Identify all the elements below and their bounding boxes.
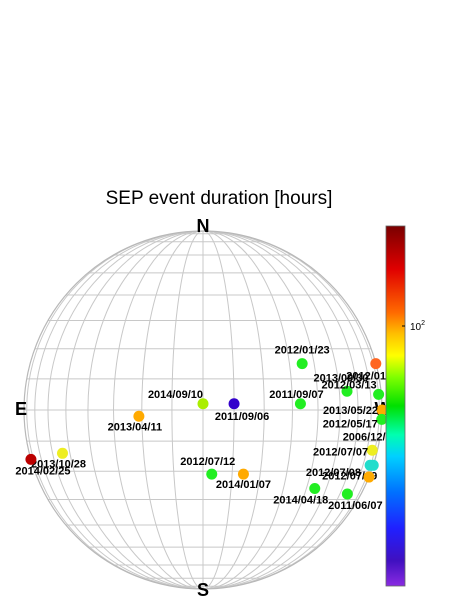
event-label: 2012/07/12 bbox=[180, 456, 235, 468]
event-marker bbox=[294, 398, 306, 410]
event-label: 2014/09/10 bbox=[148, 389, 203, 401]
event-marker bbox=[373, 388, 385, 400]
event-label: 2011/06/07 bbox=[328, 500, 382, 512]
event-marker bbox=[197, 398, 209, 410]
event-marker bbox=[341, 488, 353, 500]
event-label: 2014/02/25 bbox=[15, 465, 70, 477]
event-marker bbox=[370, 358, 382, 370]
event-marker bbox=[309, 482, 321, 494]
event-label: 2012/07/08 bbox=[306, 467, 361, 479]
event-marker bbox=[25, 453, 37, 465]
event-label: 2012/07/19 bbox=[322, 470, 377, 482]
event-marker bbox=[206, 468, 218, 480]
event-label: 2014/01/07 bbox=[216, 479, 271, 491]
east-label: E bbox=[15, 399, 27, 419]
colorbar-tick-exponent: 2 bbox=[421, 320, 425, 327]
event-marker bbox=[376, 404, 388, 416]
event-label: 2012/05/17 bbox=[323, 418, 378, 430]
event-marker bbox=[228, 398, 240, 410]
north-label: N bbox=[197, 216, 210, 236]
event-label: 2013/05/22 bbox=[323, 405, 378, 417]
colorbar-tick-label: 102 bbox=[410, 320, 425, 333]
event-marker bbox=[366, 444, 378, 456]
event-marker bbox=[364, 459, 376, 471]
event-label: 2013/10/28 bbox=[31, 458, 86, 470]
event-marker bbox=[363, 471, 375, 483]
event-label: 2014/04/18 bbox=[273, 494, 328, 506]
event-label: 2012/01/23 bbox=[275, 345, 330, 357]
event-label: 2011/09/06 bbox=[215, 411, 269, 423]
colorbar-tick-base: 10 bbox=[410, 322, 422, 333]
event-label: 2013/09/30 bbox=[313, 372, 368, 384]
event-marker bbox=[341, 385, 353, 397]
event-marker bbox=[133, 410, 145, 422]
event-marker bbox=[56, 447, 68, 459]
event-label: 2011/09/07 bbox=[269, 389, 323, 401]
event-marker bbox=[237, 468, 249, 480]
event-label: 2006/12/14 bbox=[343, 431, 399, 443]
event-label: 2012/03/13 bbox=[322, 379, 377, 391]
event-marker bbox=[376, 413, 388, 425]
event-label: 2013/04/11 bbox=[108, 421, 162, 433]
event-markers: 2012/01/232012/01/272013/09/302012/03/13… bbox=[15, 345, 401, 512]
south-label: S bbox=[197, 580, 209, 600]
chart-title: SEP event duration [hours] bbox=[106, 188, 333, 209]
colorbar bbox=[385, 225, 406, 587]
event-label: 2012/07/07 bbox=[313, 446, 368, 458]
event-marker bbox=[296, 358, 308, 370]
